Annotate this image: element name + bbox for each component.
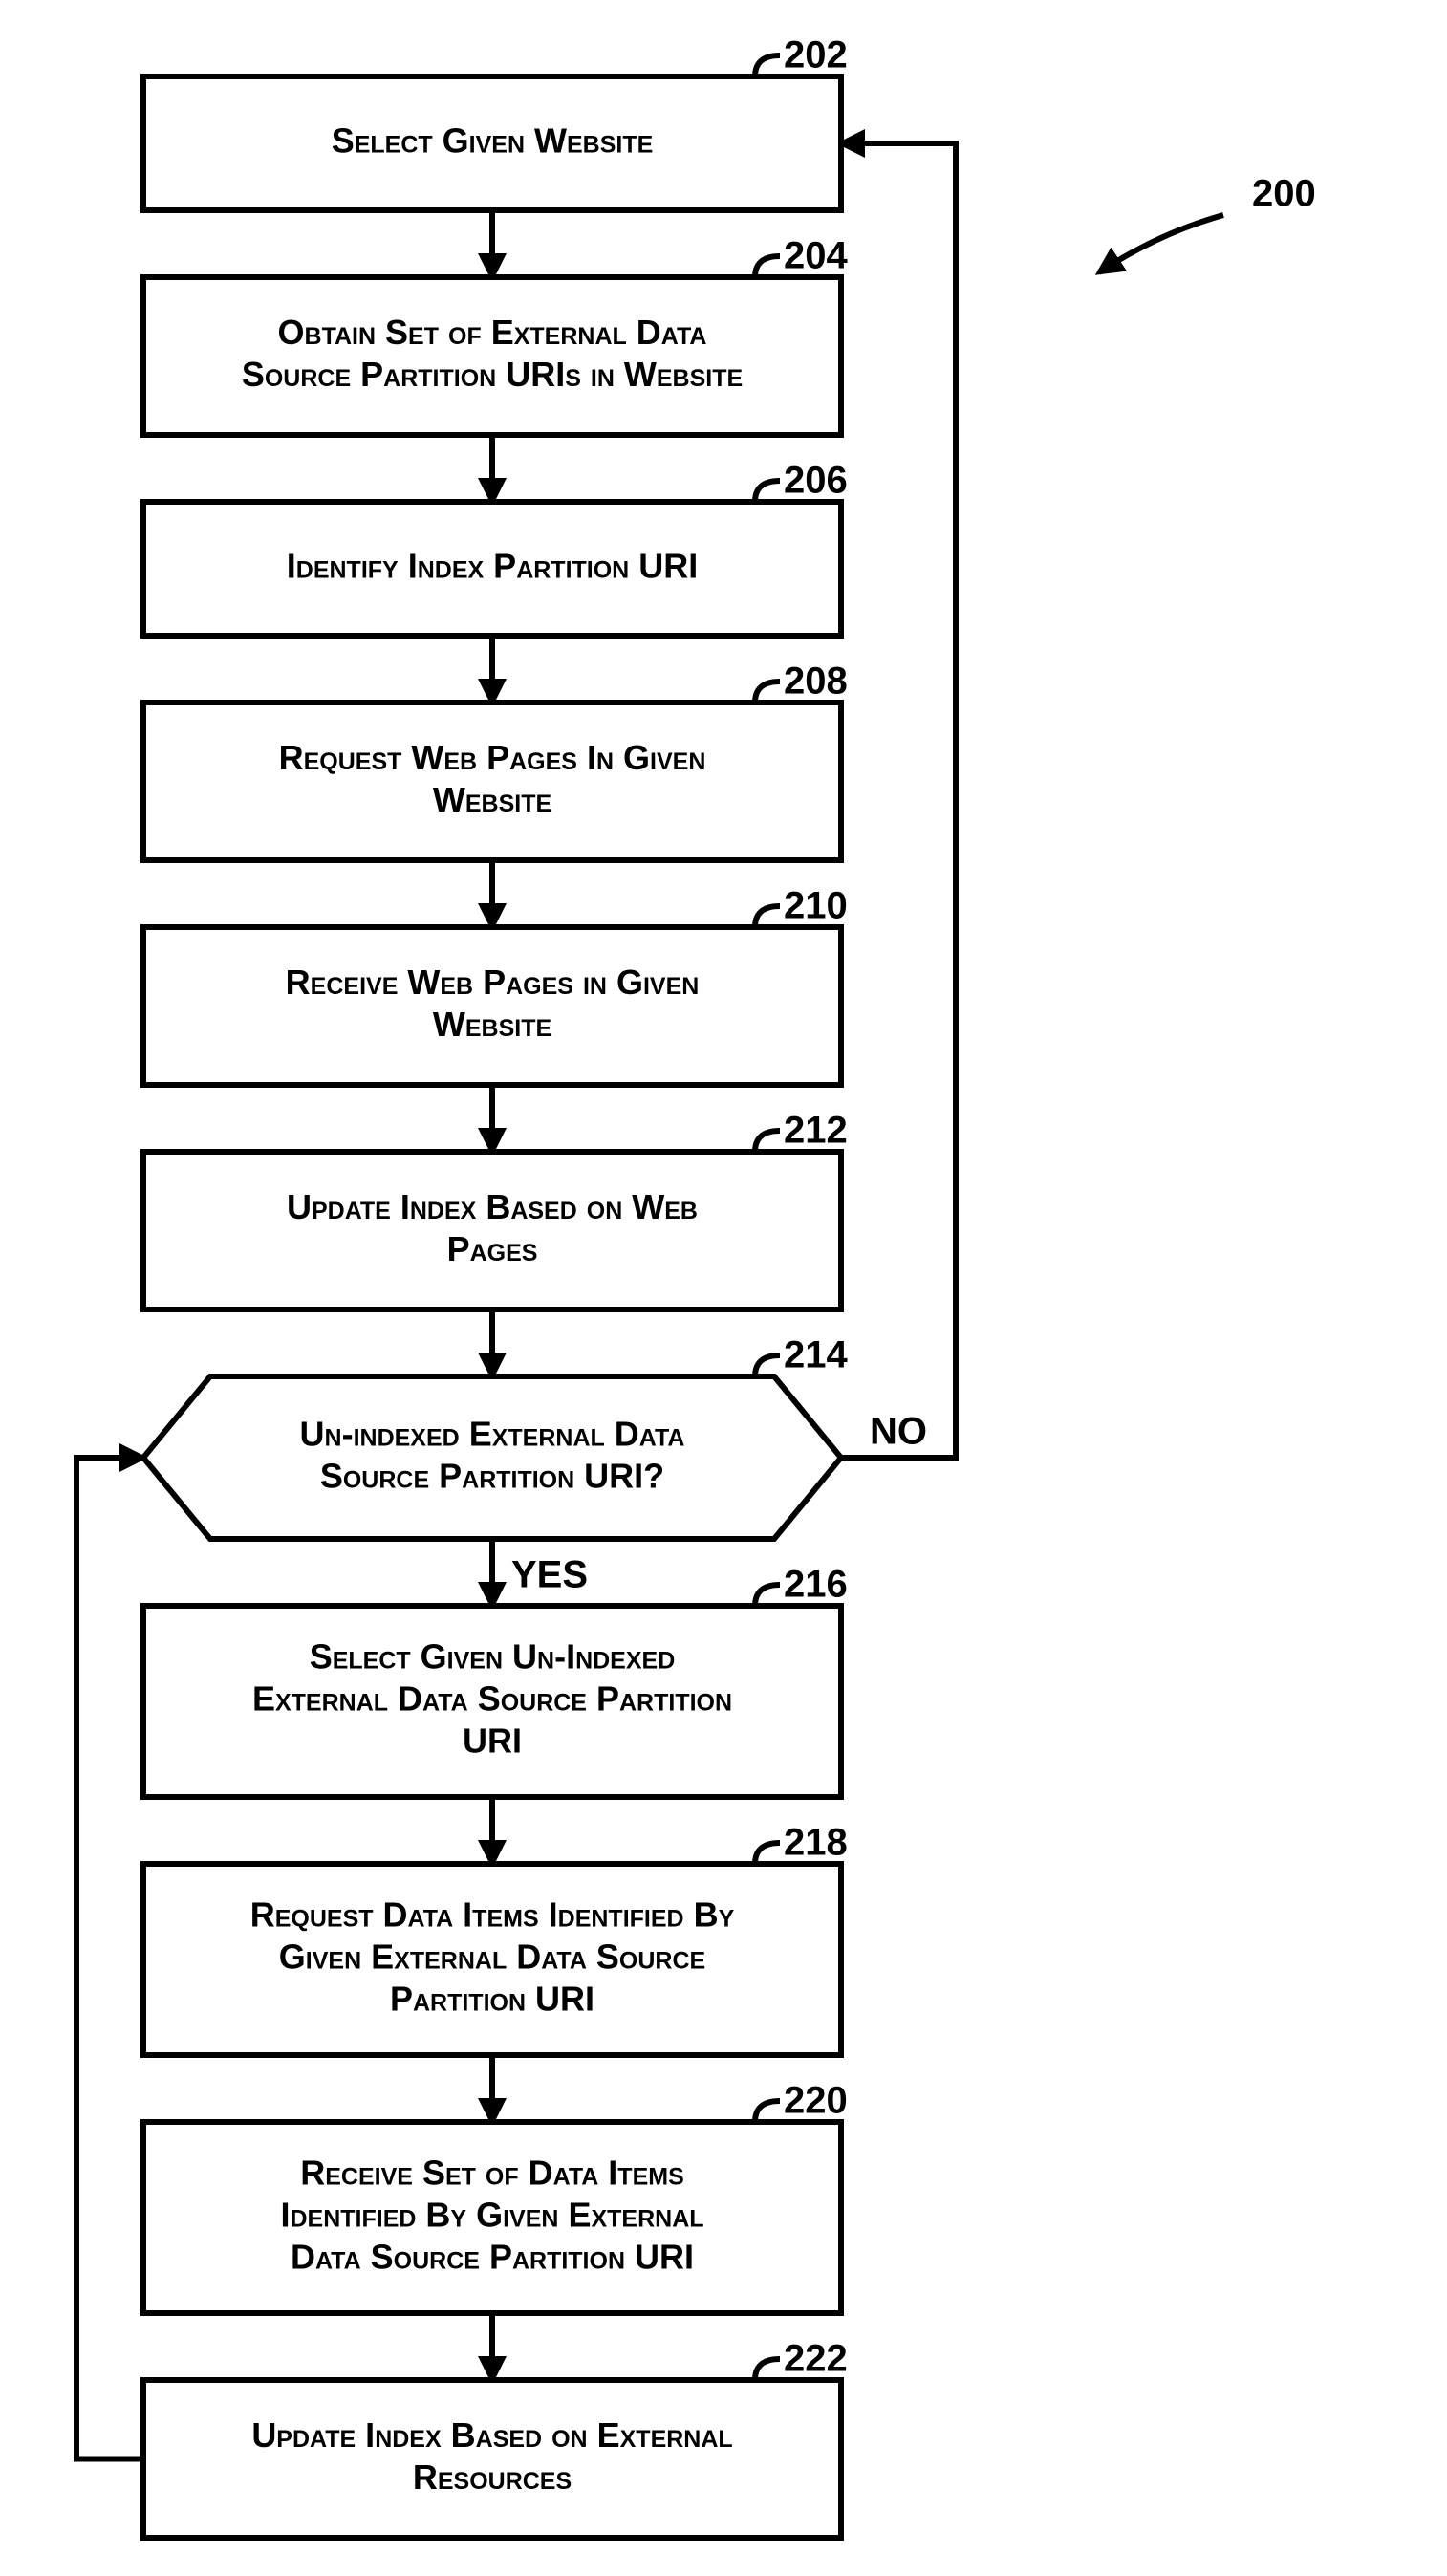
- svg-text:Given External Data Source: Given External Data Source: [279, 1937, 705, 1977]
- ref-number: 210: [784, 885, 848, 927]
- svg-text:Website: Website: [433, 1005, 551, 1044]
- svg-text:Select Given Website: Select Given Website: [332, 121, 654, 161]
- svg-text:Select Given Un-Indexed: Select Given Un-Indexed: [310, 1637, 676, 1677]
- ref-number: 220: [784, 2080, 848, 2122]
- ref-number: 218: [784, 1822, 848, 1864]
- ref-number: 214: [784, 1334, 848, 1376]
- svg-text:Un-indexed External Data: Un-indexed External Data: [300, 1415, 685, 1454]
- svg-text:Update Index Based on Web: Update Index Based on Web: [287, 1187, 698, 1226]
- ref-number: 216: [784, 1564, 848, 1606]
- svg-text:Pages: Pages: [447, 1229, 538, 1268]
- svg-text:Receive Set of Data Items: Receive Set of Data Items: [300, 2154, 684, 2193]
- ref-number: 204: [784, 235, 848, 277]
- svg-text:Receive Web Pages in Given: Receive Web Pages in Given: [286, 963, 700, 1002]
- svg-text:Identify Index Partition URI: Identify Index Partition URI: [287, 547, 698, 586]
- svg-text:Source Partition URI?: Source Partition URI?: [320, 1456, 664, 1495]
- svg-text:Resources: Resources: [413, 2457, 572, 2497]
- svg-text:Partition URI: Partition URI: [390, 1979, 594, 2018]
- svg-text:Website: Website: [433, 780, 551, 819]
- svg-text:Identified By Given External: Identified By Given External: [280, 2196, 703, 2235]
- svg-text:NO: NO: [870, 1411, 927, 1453]
- svg-text:Request Data Items Identified: Request Data Items Identified By: [250, 1895, 735, 1935]
- svg-text:External Data Source Partition: External Data Source Partition: [252, 1679, 732, 1719]
- svg-text:Request Web Pages In Given: Request Web Pages In Given: [279, 738, 706, 777]
- ref-number: 222: [784, 2338, 848, 2380]
- ref-number: 212: [784, 1110, 848, 1152]
- svg-text:Data Source Partition URI: Data Source Partition URI: [291, 2237, 694, 2276]
- ref-number: 206: [784, 460, 848, 502]
- svg-text:Obtain Set of External Data: Obtain Set of External Data: [278, 313, 707, 352]
- ref-number: 208: [784, 660, 848, 703]
- ref-number: 202: [784, 34, 848, 76]
- svg-text:Source Partition URIs in Websi: Source Partition URIs in Website: [242, 355, 743, 394]
- svg-text:YES: YES: [511, 1554, 588, 1596]
- diagram-ref-number: 200: [1252, 173, 1316, 215]
- svg-text:URI: URI: [463, 1721, 522, 1760]
- svg-text:Update Index Based on External: Update Index Based on External: [251, 2415, 732, 2455]
